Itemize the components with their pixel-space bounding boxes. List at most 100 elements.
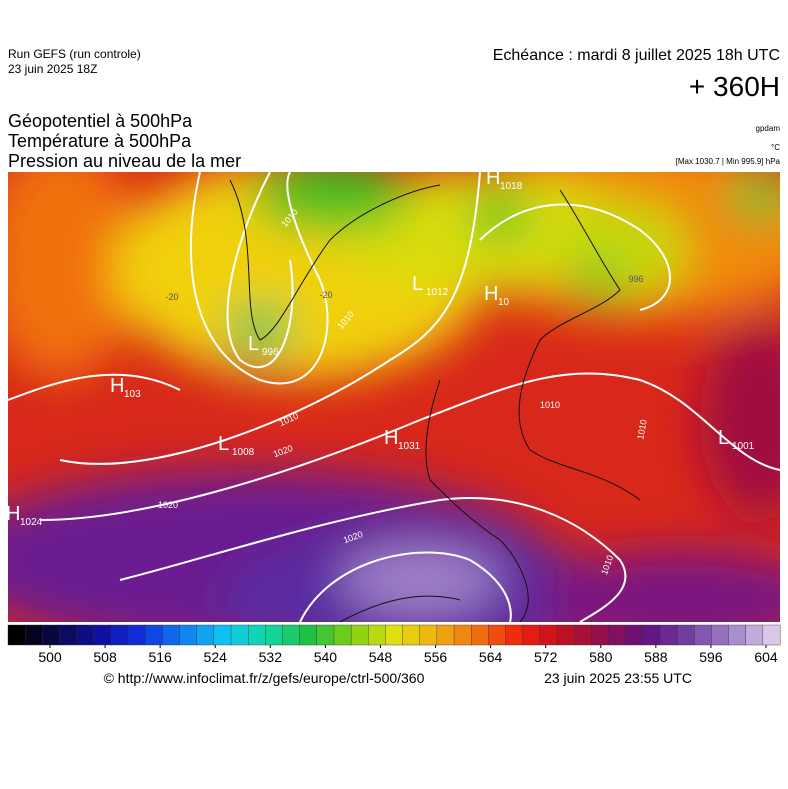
center-value: 103 xyxy=(124,389,141,400)
center-letter: H xyxy=(486,167,500,189)
colorbar-tick-label: 500 xyxy=(38,649,62,665)
colorbar-cell xyxy=(642,624,661,646)
colorbar-cell xyxy=(162,624,181,646)
colorbar-cell xyxy=(608,624,627,646)
isobar-label: -20 xyxy=(165,292,178,302)
colorbar-tick-label: 532 xyxy=(259,649,283,665)
center-value: 1012 xyxy=(426,287,449,298)
colorbar-cell xyxy=(522,624,541,646)
unit-label: °C xyxy=(771,143,780,152)
center-value: 1031 xyxy=(398,441,421,452)
colorbar-cell xyxy=(402,624,421,646)
colorbar-tick-label: 540 xyxy=(314,649,338,665)
center-letter: H xyxy=(110,375,124,397)
colorbar-tick-label: 596 xyxy=(699,649,723,665)
source-url: © http://www.infoclimat.fr/z/gefs/europe… xyxy=(104,670,425,686)
colorbar-cell xyxy=(676,624,695,646)
colorbar-tick-label: 564 xyxy=(479,649,503,665)
center-letter: L xyxy=(218,433,229,455)
colorbar-tick-label: 548 xyxy=(369,649,393,665)
colorbar-tick-label: 516 xyxy=(148,649,172,665)
colorbar-cell xyxy=(573,624,592,646)
center-value: 996 xyxy=(262,347,279,358)
colorbar-cell xyxy=(59,624,78,646)
colorbar-tick-label: 556 xyxy=(424,649,448,665)
colorbar-cell xyxy=(625,624,644,646)
colorbar-cell xyxy=(659,624,678,646)
colorbar: 500 508 516 524 532 540 548 556 564 572 580 588 596 6… xyxy=(7,624,781,665)
colorbar-cell xyxy=(247,624,266,646)
colorbar-cell xyxy=(230,624,249,646)
colorbar-cell xyxy=(539,624,558,646)
colorbar-cell xyxy=(127,624,146,646)
colorbar-cell xyxy=(591,624,609,646)
isobar-label: 1010 xyxy=(635,419,648,440)
center-letter: H xyxy=(6,503,20,525)
center-letter: L xyxy=(412,273,423,295)
center-value: 1008 xyxy=(232,447,255,458)
colorbar-cell xyxy=(110,624,129,646)
colorbar-cell xyxy=(93,624,112,646)
run-date: 23 juin 2025 18Z xyxy=(8,62,97,76)
colorbar-cell xyxy=(488,624,507,646)
map xyxy=(8,172,780,622)
colorbar-cell xyxy=(7,624,26,646)
isobar-label: 996 xyxy=(628,274,643,284)
colorbar-tick-label: 508 xyxy=(93,649,117,665)
center-letter: L xyxy=(718,427,729,449)
colorbar-tick-label: 524 xyxy=(204,649,228,665)
colorbar-cell xyxy=(179,624,198,646)
center-letter: L xyxy=(248,333,259,355)
colorbar-cell xyxy=(299,624,318,646)
unit-label: [Max 1030.7 | Min 995.9] hPa xyxy=(676,157,781,166)
colorbar-cell xyxy=(333,624,352,646)
colorbar-cell xyxy=(213,624,232,646)
colorbar-tick-label: 572 xyxy=(534,649,558,665)
colorbar-cell xyxy=(436,624,455,646)
run-label: Run GEFS (run controle) xyxy=(8,47,141,61)
colorbar-cell xyxy=(265,624,283,646)
isobar-label: -20 xyxy=(319,290,332,300)
lead-time: + 360H xyxy=(689,71,780,102)
colorbar-cell xyxy=(385,624,404,646)
isobar-label: 1020 xyxy=(158,500,178,510)
colorbar-cell xyxy=(728,624,747,646)
colorbar-tick-label: 580 xyxy=(589,649,613,665)
colorbar-cell xyxy=(42,624,60,646)
field-name: Pression au niveau de la mer xyxy=(8,151,241,171)
colorbar-cell xyxy=(316,624,335,646)
field-name: Géopotentiel à 500hPa xyxy=(8,111,193,131)
center-value: 1001 xyxy=(732,441,755,452)
generated-time: 23 juin 2025 23:55 UTC xyxy=(544,670,692,686)
colorbar-cell xyxy=(196,624,215,646)
center-value: 1024 xyxy=(20,517,43,528)
center-value: 10 xyxy=(498,297,510,308)
unit-label: gpdam xyxy=(756,124,781,133)
colorbar-cell xyxy=(453,624,472,646)
colorbar-cell xyxy=(368,624,386,646)
colorbar-cell xyxy=(694,624,712,646)
isobars xyxy=(8,172,780,622)
colorbar-cell xyxy=(145,624,163,646)
colorbar-tick-label: 604 xyxy=(754,649,778,665)
center-letter: H xyxy=(484,283,498,305)
colorbar-cell xyxy=(505,624,524,646)
colorbar-cell xyxy=(745,624,764,646)
colorbar-cell xyxy=(471,624,489,646)
colorbar-tick-label: 588 xyxy=(644,649,668,665)
colorbar-cell xyxy=(762,624,781,646)
field-name: Température à 500hPa xyxy=(8,131,192,151)
colorbar-cell xyxy=(24,624,43,646)
colorbar-cell xyxy=(350,624,369,646)
valid-time: Echéance : mardi 8 juillet 2025 18h UTC xyxy=(493,47,780,64)
isobar-label: 1010 xyxy=(540,400,560,410)
center-value: 1018 xyxy=(500,181,523,192)
colorbar-cell xyxy=(556,624,575,646)
colorbar-cell xyxy=(419,624,438,646)
colorbar-cell xyxy=(282,624,301,646)
colorbar-cell xyxy=(711,624,730,646)
coastlines xyxy=(229,179,641,622)
colorbar-cell xyxy=(76,624,95,646)
center-letter: H xyxy=(384,427,398,449)
